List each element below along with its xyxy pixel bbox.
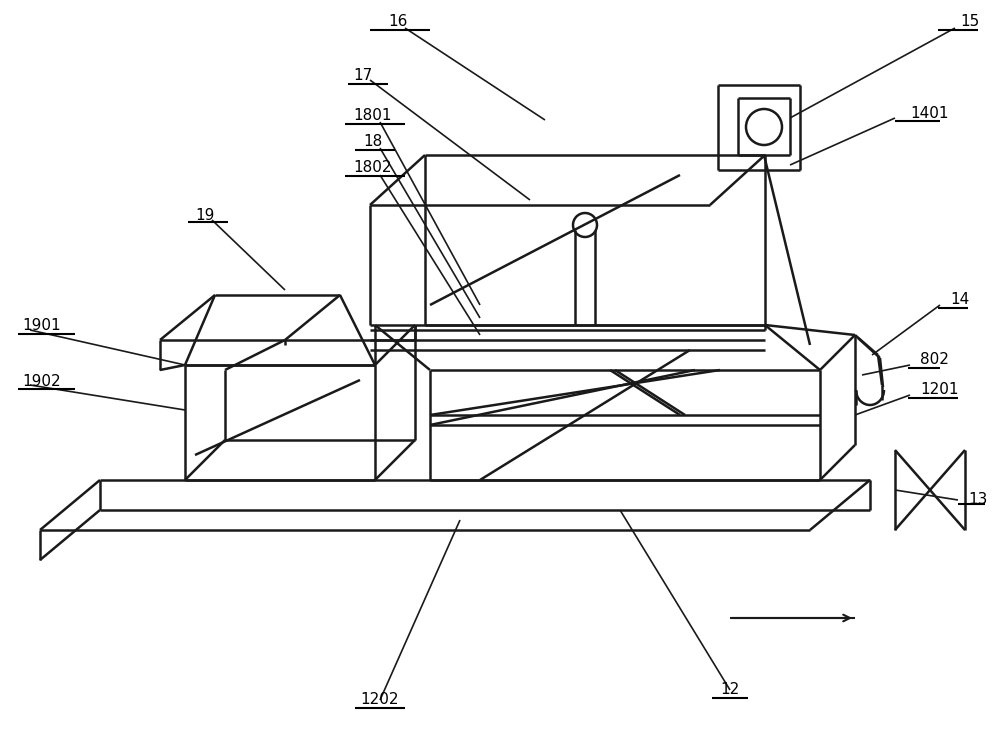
Text: 802: 802	[920, 352, 949, 368]
Text: 18: 18	[363, 134, 383, 149]
Text: 1801: 1801	[354, 108, 392, 123]
Text: 1202: 1202	[361, 692, 399, 707]
Text: 1401: 1401	[910, 106, 948, 120]
Text: 15: 15	[960, 15, 979, 30]
Text: 1902: 1902	[22, 374, 61, 389]
Text: 17: 17	[353, 68, 373, 83]
Text: 19: 19	[195, 207, 215, 222]
Text: 16: 16	[388, 15, 408, 30]
Text: 1901: 1901	[22, 319, 61, 334]
Text: 13: 13	[968, 493, 987, 507]
Text: 1201: 1201	[920, 383, 958, 398]
Text: 1802: 1802	[354, 160, 392, 175]
Text: 14: 14	[950, 293, 969, 308]
Text: 12: 12	[720, 683, 740, 698]
